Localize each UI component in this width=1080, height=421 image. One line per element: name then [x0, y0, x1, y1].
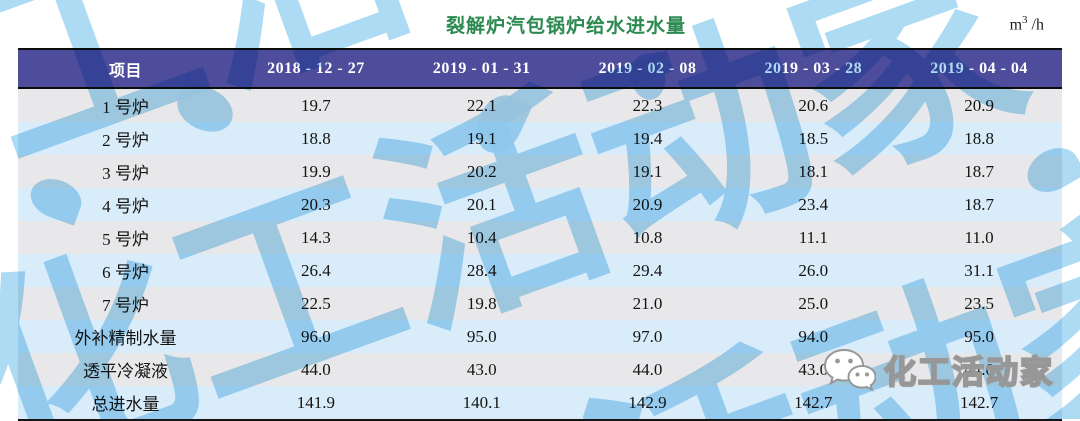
unit-exponent: 3 [1022, 14, 1028, 26]
cell-value: 94.0 [730, 320, 897, 353]
cell-value: 23.5 [896, 287, 1062, 320]
cell-item-label: 4 号炉 [18, 188, 233, 221]
cell-value: 18.7 [896, 155, 1062, 188]
table-row: 6 号炉 26.4 28.4 29.4 26.0 31.1 [18, 254, 1062, 287]
cell-value: 19.9 [233, 155, 399, 188]
cell-value: 10.4 [398, 221, 565, 254]
table-row: 2 号炉 18.8 19.1 19.4 18.5 18.8 [18, 122, 1062, 155]
cell-item-label: 2 号炉 [18, 122, 233, 155]
title-row: 裂解炉汽包锅炉给水进水量 [0, 11, 1080, 38]
cell-value: 19.1 [564, 155, 731, 188]
cell-value: 141.9 [233, 386, 399, 421]
cell-value: 20.9 [896, 88, 1062, 122]
cell-value: 18.8 [233, 122, 399, 155]
table-row: 5 号炉 14.3 10.4 10.8 11.1 11.0 [18, 221, 1062, 254]
unit-label: m3 /h [1010, 14, 1044, 34]
table-row: 外补精制水量 96.0 95.0 97.0 94.0 95.0 [18, 320, 1062, 353]
column-header-date: 2019 - 02 - 08 [564, 49, 731, 89]
cell-value: 21.0 [564, 287, 731, 320]
cell-item-label: 总进水量 [18, 386, 233, 421]
cell-value: 44.0 [233, 353, 399, 386]
cell-item-label: 3 号炉 [18, 155, 233, 188]
cell-value: 14.3 [233, 221, 399, 254]
cell-value: 97.0 [564, 320, 731, 353]
table-title: 裂解炉汽包锅炉给水进水量 [445, 16, 686, 37]
unit-suffix: /h [1031, 16, 1044, 34]
cell-item-label: 外补精制水量 [18, 320, 233, 353]
cell-value: 43.0 [398, 353, 565, 386]
cell-value: 23.4 [730, 188, 897, 221]
cell-value: 11.0 [896, 221, 1062, 254]
data-table: 项目 2018 - 12 - 27 2019 - 01 - 31 2019 - 02 … [18, 48, 1062, 421]
cell-value: 28.4 [398, 254, 565, 287]
column-header-date: 2019 - 01 - 31 [398, 49, 565, 89]
cell-value: 26.0 [730, 254, 897, 287]
cell-value: 18.5 [730, 122, 897, 155]
cell-value: 43.0 [730, 353, 897, 386]
cell-value: 18.7 [896, 188, 1062, 221]
cell-value: 20.3 [233, 188, 399, 221]
cell-item-label: 7 号炉 [18, 287, 233, 320]
table-row: 4 号炉 20.3 20.1 20.9 23.4 18.7 [18, 188, 1062, 221]
cell-value: 95.0 [398, 320, 565, 353]
column-header-date: 2019 - 04 - 04 [896, 49, 1062, 89]
cell-value: 29.4 [564, 254, 731, 287]
cell-value: 20.9 [564, 188, 731, 221]
cell-value: 140.1 [398, 386, 565, 421]
cell-item-label: 6 号炉 [18, 254, 233, 287]
table-row: 总进水量 141.9 140.1 142.9 142.7 142.7 [18, 386, 1062, 421]
cell-value: 26.4 [233, 254, 399, 287]
table-header-row: 项目 2018 - 12 - 27 2019 - 01 - 31 2019 - 02 … [18, 49, 1062, 89]
cell-item-label: 5 号炉 [18, 221, 233, 254]
cell-value: 18.8 [896, 122, 1062, 155]
unit-base: m [1009, 16, 1023, 34]
cell-value: 19.8 [398, 287, 565, 320]
cell-value: 20.1 [398, 188, 565, 221]
cell-value: 142.7 [896, 386, 1062, 421]
cell-value: 20.6 [730, 88, 897, 122]
data-table-wrap: 项目 2018 - 12 - 27 2019 - 01 - 31 2019 - 02 … [18, 48, 1062, 421]
table-row: 1 号炉 19.7 22.1 22.3 20.6 20.9 [18, 88, 1062, 122]
cell-value: 142.9 [564, 386, 731, 421]
cell-value: 22.1 [398, 88, 565, 122]
cell-value: 11.1 [730, 221, 897, 254]
cell-value: 95.0 [896, 320, 1062, 353]
cell-value: 44.0 [896, 353, 1062, 386]
cell-value: 142.7 [730, 386, 897, 421]
cell-value: 25.0 [730, 287, 897, 320]
cell-value: 96.0 [233, 320, 399, 353]
column-header-item: 项目 [18, 49, 233, 89]
cell-value: 19.4 [564, 122, 731, 155]
table-row: 7 号炉 22.5 19.8 21.0 25.0 23.5 [18, 287, 1062, 320]
cell-value: 10.8 [564, 221, 731, 254]
cell-item-label: 透平冷凝液 [18, 353, 233, 386]
cell-item-label: 1 号炉 [18, 88, 233, 122]
cell-value: 22.5 [233, 287, 399, 320]
cell-value: 44.0 [564, 353, 731, 386]
table-row: 3 号炉 19.9 20.2 19.1 18.1 18.7 [18, 155, 1062, 188]
column-header-date: 2019 - 03 - 28 [730, 49, 897, 89]
column-header-date: 2018 - 12 - 27 [233, 49, 399, 89]
cell-value: 20.2 [398, 155, 565, 188]
cell-value: 31.1 [896, 254, 1062, 287]
cell-value: 19.7 [233, 88, 399, 122]
cell-value: 18.1 [730, 155, 897, 188]
cell-value: 22.3 [564, 88, 731, 122]
table-row: 透平冷凝液 44.0 43.0 44.0 43.0 44.0 [18, 353, 1062, 386]
cell-value: 19.1 [398, 122, 565, 155]
